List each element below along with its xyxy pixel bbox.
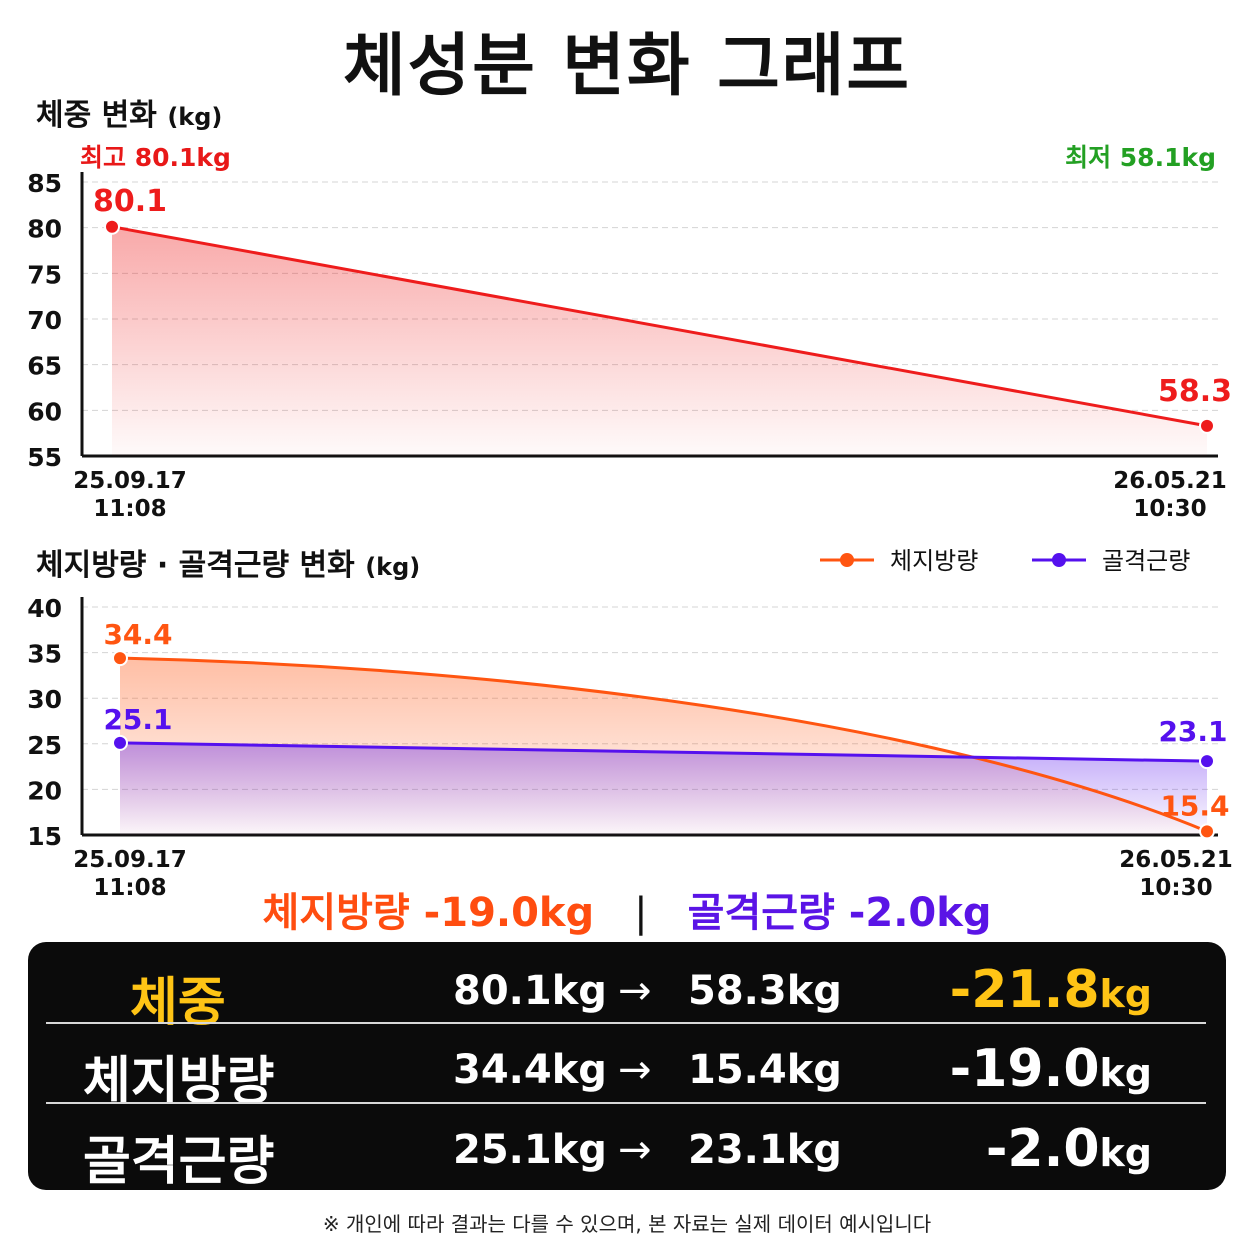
series-area <box>120 742 1207 835</box>
series-line <box>119 656 1208 833</box>
row-delta-value: -19.0 <box>949 1039 1100 1099</box>
charts-canvas: 8580757065605525.09.1711:0826.05.2110:30… <box>27 169 1233 901</box>
y-tick-label: 75 <box>27 260 62 289</box>
row-delta-value: -2.0 <box>985 1119 1100 1179</box>
y-tick-label: 55 <box>27 443 62 472</box>
row-divider <box>46 1102 1206 1104</box>
row-delta-unit: kg <box>1099 1131 1152 1175</box>
page-title: 체성분 변화 그래프 <box>343 27 911 106</box>
table-row-muscle: 골격근량 25.1kg → 23.1kg -2.0kg <box>28 1109 1226 1192</box>
y-tick-label: 25 <box>27 731 62 760</box>
x-tick-label: 10:30 <box>1133 496 1206 522</box>
min-annotation: 최저 58.1kg <box>1065 143 1216 172</box>
row-delta: -19.0kg <box>950 1039 1152 1099</box>
x-tick-label: 10:30 <box>1139 875 1212 901</box>
row-delta: -21.8kg <box>950 960 1152 1020</box>
data-label: 25.1 <box>103 703 172 736</box>
data-point <box>1199 753 1215 770</box>
x-tick-label: 11:08 <box>93 875 166 901</box>
x-tick-label: 26.05.21 <box>1113 468 1227 494</box>
data-label: 58.3 <box>1158 374 1232 409</box>
row-delta-value: -21.8 <box>949 960 1100 1020</box>
comparison-table: 체중 80.1kg → 58.3kg -21.8kg 체지방량 34.4kg →… <box>28 942 1226 1192</box>
y-tick-label: 85 <box>27 169 62 198</box>
y-tick-label: 20 <box>27 776 62 805</box>
composition-chart-unit: (kg) <box>365 553 421 581</box>
series-line <box>111 225 1208 428</box>
data-point <box>112 734 128 751</box>
x-tick-label: 11:08 <box>93 496 166 522</box>
row-from-value: 34.4kg <box>453 1047 607 1093</box>
row-from-value: 25.1kg <box>453 1127 607 1173</box>
y-tick-label: 80 <box>27 215 62 244</box>
arrow-right-icon: → <box>618 1047 652 1093</box>
data-point <box>1199 417 1215 434</box>
y-tick-label: 30 <box>27 685 62 714</box>
data-point <box>1199 823 1215 840</box>
row-delta-unit: kg <box>1099 972 1152 1016</box>
row-to-value: 58.3kg <box>688 968 842 1014</box>
legend-marker <box>1052 553 1066 567</box>
change-summary: 체지방량 -19.0kg | 골격근량 -2.0kg <box>0 880 1254 938</box>
y-tick-label: 65 <box>27 352 62 381</box>
weight-chart-title-text: 체중 변화 <box>36 98 157 133</box>
summary-separator: | <box>634 890 648 936</box>
legend-marker <box>840 553 854 567</box>
table-row-weight: 체중 80.1kg → 58.3kg -21.8kg <box>28 950 1226 1033</box>
row-delta-unit: kg <box>1099 1051 1152 1095</box>
row-delta: -2.0kg <box>986 1119 1152 1179</box>
row-from-value: 80.1kg <box>453 968 607 1014</box>
row-divider <box>46 1022 1206 1024</box>
x-tick-label: 25.09.17 <box>73 468 187 494</box>
table-row-fat: 체지방량 34.4kg → 15.4kg -19.0kg <box>28 1029 1226 1112</box>
data-point <box>104 218 120 235</box>
data-label: 34.4 <box>103 618 172 651</box>
series-area <box>112 226 1207 456</box>
series-line <box>119 741 1208 763</box>
y-tick-label: 70 <box>27 306 62 335</box>
data-label: 15.4 <box>1160 789 1229 822</box>
composition-chart-title: 체지방량 · 골격근량 변화 (kg) <box>36 540 420 584</box>
y-tick-label: 15 <box>27 822 62 851</box>
max-annotation: 최고 80.1kg <box>80 143 231 172</box>
composition-chart-title-text: 체지방량 · 골격근량 변화 <box>36 548 355 583</box>
data-label: 23.1 <box>1158 715 1227 748</box>
legend-label: 체지방량 <box>890 547 978 575</box>
y-tick-label: 35 <box>27 640 62 669</box>
legend-label: 골격근량 <box>1102 547 1190 575</box>
data-label: 80.1 <box>93 184 167 219</box>
weight-chart-title: 체중 변화 (kg) <box>36 90 222 134</box>
arrow-right-icon: → <box>618 968 652 1014</box>
row-to-value: 15.4kg <box>688 1047 842 1093</box>
x-tick-label: 25.09.17 <box>73 847 187 873</box>
muscle-change-summary: 골격근량 -2.0kg <box>687 890 992 936</box>
data-point <box>112 650 128 667</box>
footnote: ※ 개인에 따라 결과는 다를 수 있으며, 본 자료는 실제 데이터 예시입니… <box>322 1212 932 1236</box>
weight-chart-unit: (kg) <box>167 103 223 131</box>
row-label: 골격근량 <box>83 1132 275 1192</box>
row-to-value: 23.1kg <box>688 1127 842 1173</box>
fat-change-summary: 체지방량 -19.0kg <box>262 890 595 936</box>
x-tick-label: 26.05.21 <box>1119 847 1233 873</box>
y-tick-label: 60 <box>27 397 62 426</box>
arrow-right-icon: → <box>618 1127 652 1173</box>
y-tick-label: 40 <box>27 594 62 623</box>
